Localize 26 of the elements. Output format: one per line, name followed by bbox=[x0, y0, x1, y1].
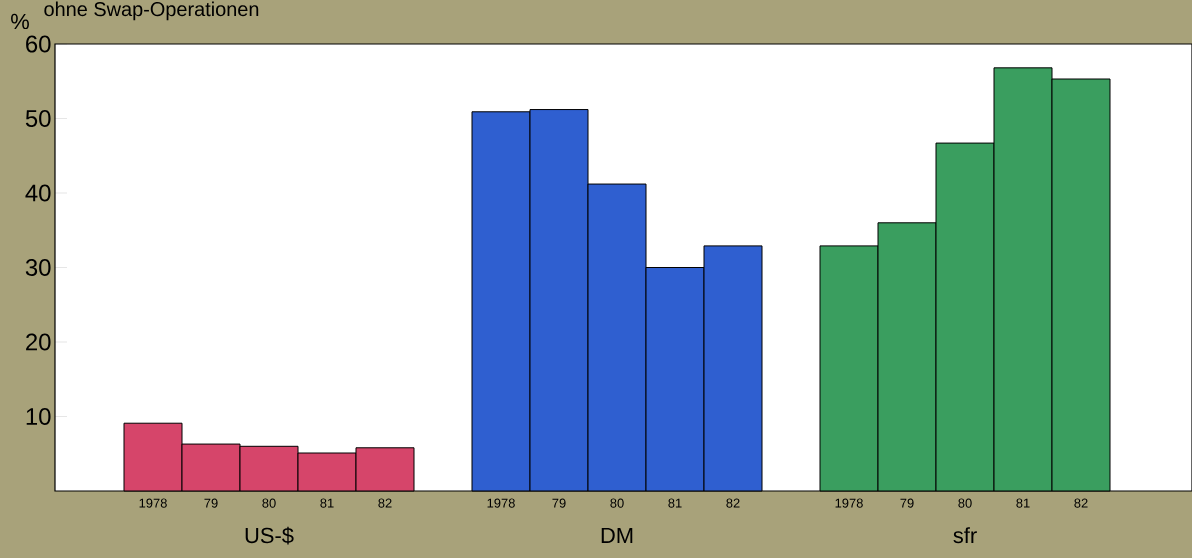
y-tick-label: 10 bbox=[26, 408, 51, 425]
y-tick-label: 20 bbox=[26, 333, 51, 351]
x-tick-label: 82 bbox=[726, 498, 740, 508]
x-tick-label: 79 bbox=[204, 498, 218, 508]
x-tick-label: 81 bbox=[668, 498, 682, 508]
y-tick-label: 50 bbox=[25, 110, 51, 127]
x-tick-label: 82 bbox=[1074, 498, 1088, 508]
series-label: sfr bbox=[953, 527, 977, 544]
series-label: DM bbox=[601, 527, 633, 543]
chart-title: ohne Swap-Operationen bbox=[44, 1, 259, 21]
x-tick-label: 79 bbox=[552, 498, 566, 508]
x-tick-label: 79 bbox=[900, 498, 914, 508]
x-tick-label: 1978 bbox=[487, 498, 515, 508]
x-tick-label: 82 bbox=[378, 498, 392, 508]
x-tick-label: 81 bbox=[320, 498, 334, 508]
series-label: US-$ bbox=[245, 526, 294, 545]
x-tick-label: 1978 bbox=[139, 498, 167, 508]
x-tick-label: 81 bbox=[1016, 498, 1030, 508]
y-tick-label: 60 bbox=[26, 35, 51, 53]
y-tick-label: 30 bbox=[25, 259, 51, 276]
y-tick-label: 40 bbox=[25, 184, 51, 202]
x-tick-label: 80 bbox=[958, 498, 972, 508]
x-tick-label: 80 bbox=[610, 498, 624, 508]
x-tick-label: 1978 bbox=[835, 498, 863, 508]
x-tick-label: 80 bbox=[262, 498, 276, 508]
y-axis-title: % bbox=[11, 13, 29, 30]
